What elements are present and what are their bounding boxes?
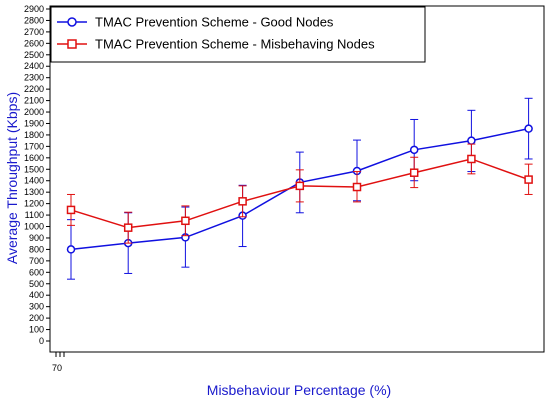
data-point-square	[467, 154, 476, 164]
x-axis-label: Misbehaviour Percentage (%)	[207, 382, 391, 398]
y-tick-label: 500	[29, 279, 44, 289]
y-tick-label: 0	[39, 336, 44, 346]
data-point-square	[409, 168, 419, 177]
y-tick-label: 700	[29, 256, 44, 266]
data-point-circle	[524, 124, 533, 133]
data-point-circle	[66, 245, 76, 254]
y-tick-label: 2200	[24, 84, 44, 94]
y-tick-label: 1400	[24, 176, 44, 186]
y-tick-label: 1300	[24, 187, 44, 197]
y-tick-label: 1900	[24, 118, 44, 128]
data-point-square	[238, 197, 247, 206]
data-point-circle	[467, 136, 476, 145]
series-misbehaving-nodes	[66, 143, 533, 244]
y-tick-label: 2400	[24, 61, 44, 71]
y-tick-label: 600	[29, 267, 44, 277]
y-tick-label: 2300	[24, 73, 44, 83]
y-tick-label: 200	[29, 313, 44, 323]
data-point-square	[295, 181, 305, 191]
plot-frame	[49, 5, 545, 353]
y-tick-label: 2800	[24, 15, 44, 25]
legend-marker-circle	[67, 17, 77, 27]
legend-label: TMAC Prevention Scheme - Misbehaving Nod…	[95, 37, 375, 52]
legend-label: TMAC Prevention Scheme - Good Nodes	[95, 15, 334, 30]
y-tick-label: 1600	[24, 153, 44, 163]
y-tick-label: 400	[29, 290, 44, 300]
legend-marker-square	[67, 39, 77, 49]
y-tick-label: 2900	[24, 4, 44, 14]
series-layer	[66, 97, 533, 280]
data-point-circle	[409, 145, 419, 155]
legend: TMAC Prevention Scheme - Good Nodes TMAC …	[50, 6, 426, 63]
y-tick-label: 900	[29, 233, 44, 243]
y-tick-label: 2600	[24, 38, 44, 48]
data-point-square	[352, 182, 362, 192]
y-tick-label: 1200	[24, 199, 44, 209]
y-tick-label: 2000	[24, 107, 44, 117]
data-point-square	[66, 205, 76, 215]
y-tick-label: 1000	[24, 222, 44, 232]
data-point-square	[181, 216, 190, 226]
y-tick-label: 1700	[24, 141, 44, 151]
y-tick-label: 2500	[24, 50, 44, 60]
y-tick-label: 2700	[24, 27, 44, 37]
y-axis-label: Average Throughput (Kbps)	[4, 92, 20, 264]
x-tick-label: 70	[52, 363, 62, 373]
y-tick-label: 1100	[25, 210, 44, 220]
y-tick-label: 2100	[24, 96, 44, 106]
y-tick-label: 800	[29, 244, 44, 254]
y-tick-label: 1500	[24, 164, 44, 174]
y-tick-label: 300	[29, 302, 44, 312]
y-tick-label: 1800	[24, 130, 44, 140]
data-point-square	[123, 223, 133, 232]
y-tick-label: 100	[29, 325, 44, 335]
legend-box	[50, 6, 426, 63]
x-axis-ticks: 70	[52, 352, 65, 373]
data-point-square	[524, 175, 533, 184]
